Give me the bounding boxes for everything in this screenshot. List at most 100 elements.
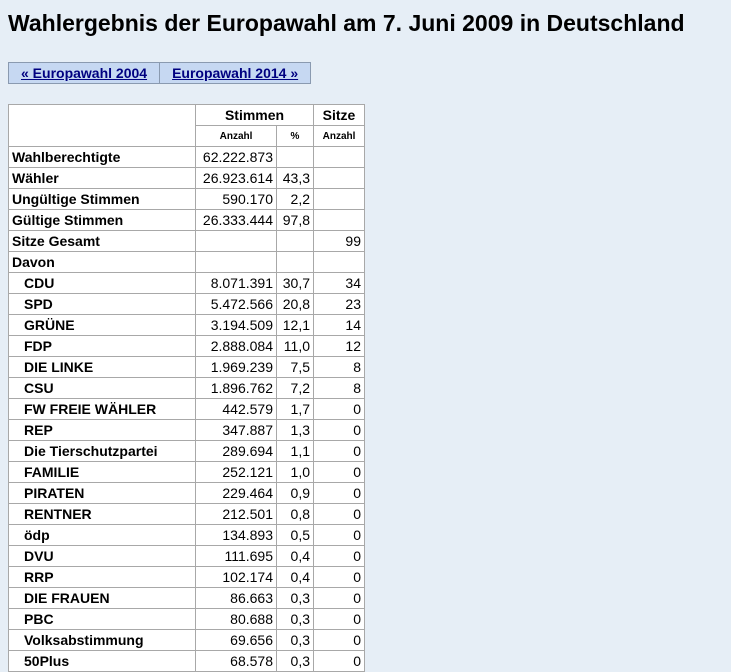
votes-count: 1.896.762: [195, 377, 277, 399]
percent-subheader: %: [276, 125, 314, 147]
party-row: RENTNER 212.501 0,8 0: [8, 503, 365, 525]
votes-count: 26.333.444: [195, 209, 277, 231]
votes-count: 68.578: [195, 650, 277, 672]
row-label: FDP: [8, 335, 196, 357]
seats-count: 0: [313, 440, 365, 462]
party-row: FDP 2.888.084 11,0 12: [8, 335, 365, 357]
votes-count: 252.121: [195, 461, 277, 483]
party-row: CDU 8.071.391 30,7 34: [8, 272, 365, 294]
votes-percent: 1,1: [276, 440, 314, 462]
seats-count: 99: [313, 230, 365, 252]
seats-count: [313, 209, 365, 231]
votes-percent: 20,8: [276, 293, 314, 315]
votes-percent: 2,2: [276, 188, 314, 210]
seats-count: [313, 167, 365, 189]
row-label: Die Tierschutzpartei: [8, 440, 196, 462]
votes-count: 80.688: [195, 608, 277, 630]
label-column-header: [8, 104, 196, 147]
row-label: Wahlberechtigte: [8, 146, 196, 168]
votes-count: 590.170: [195, 188, 277, 210]
party-row: REP 347.887 1,3 0: [8, 419, 365, 441]
summary-row: Davon: [8, 251, 365, 273]
party-row: CSU 1.896.762 7,2 8: [8, 377, 365, 399]
votes-percent: 7,5: [276, 356, 314, 378]
row-label: Davon: [8, 251, 196, 273]
votes-percent: 0,9: [276, 482, 314, 504]
votes-count: 134.893: [195, 524, 277, 546]
votes-count: 289.694: [195, 440, 277, 462]
row-label: FAMILIE: [8, 461, 196, 483]
party-row: ödp 134.893 0,5 0: [8, 524, 365, 546]
seats-count: 0: [313, 503, 365, 525]
seats-count: 0: [313, 566, 365, 588]
row-label: PBC: [8, 608, 196, 630]
votes-count: 69.656: [195, 629, 277, 651]
row-label: CDU: [8, 272, 196, 294]
results-table-header: Stimmen Sitze Anzahl % Anzahl: [8, 104, 365, 147]
votes-count: 1.969.239: [195, 356, 277, 378]
previous-election-link[interactable]: « Europawahl 2004: [21, 65, 148, 81]
seats-count: 14: [313, 314, 365, 336]
row-label: Gültige Stimmen: [8, 209, 196, 231]
votes-count: 26.923.614: [195, 167, 277, 189]
party-row: FAMILIE 252.121 1,0 0: [8, 461, 365, 483]
votes-percent: 0,4: [276, 566, 314, 588]
votes-percent: 11,0: [276, 335, 314, 357]
sitze-column-header: Sitze: [313, 104, 365, 126]
votes-percent: 12,1: [276, 314, 314, 336]
party-row: SPD 5.472.566 20,8 23: [8, 293, 365, 315]
votes-count: [195, 230, 277, 252]
votes-count: 86.663: [195, 587, 277, 609]
party-row: 50Plus 68.578 0,3 0: [8, 650, 365, 672]
seats-count: 0: [313, 650, 365, 672]
votes-count: 5.472.566: [195, 293, 277, 315]
next-election-link[interactable]: Europawahl 2014 »: [159, 63, 310, 83]
votes-percent: 1,0: [276, 461, 314, 483]
party-row: DIE FRAUEN 86.663 0,3 0: [8, 587, 365, 609]
seats-count: 8: [313, 356, 365, 378]
votes-count: 347.887: [195, 419, 277, 441]
votes-count: 62.222.873: [195, 146, 277, 168]
row-label: DIE LINKE: [8, 356, 196, 378]
seats-count: 0: [313, 461, 365, 483]
votes-count: 3.194.509: [195, 314, 277, 336]
votes-percent: 0,3: [276, 629, 314, 651]
party-row: PBC 80.688 0,3 0: [8, 608, 365, 630]
row-label: SPD: [8, 293, 196, 315]
votes-percent: 7,2: [276, 377, 314, 399]
votes-percent: 0,3: [276, 650, 314, 672]
votes-percent: 1,3: [276, 419, 314, 441]
seats-count: 23: [313, 293, 365, 315]
summary-row: Wahlberechtigte 62.222.873: [8, 146, 365, 168]
seats-count: 0: [313, 419, 365, 441]
row-label: ödp: [8, 524, 196, 546]
votes-count: 111.695: [195, 545, 277, 567]
row-label: Wähler: [8, 167, 196, 189]
votes-count: 8.071.391: [195, 272, 277, 294]
seats-count: 0: [313, 608, 365, 630]
votes-count: 229.464: [195, 482, 277, 504]
seats-count: 0: [313, 629, 365, 651]
results-table: Stimmen Sitze Anzahl % Anzahl Wahlberech…: [8, 104, 365, 672]
party-row: FW FREIE WÄHLER 442.579 1,7 0: [8, 398, 365, 420]
party-row: GRÜNE 3.194.509 12,1 14: [8, 314, 365, 336]
row-label: DIE FRAUEN: [8, 587, 196, 609]
seats-count: 34: [313, 272, 365, 294]
seats-count: 12: [313, 335, 365, 357]
row-label: REP: [8, 419, 196, 441]
row-label: Ungültige Stimmen: [8, 188, 196, 210]
row-label: RRP: [8, 566, 196, 588]
summary-row: Gültige Stimmen 26.333.444 97,8: [8, 209, 365, 231]
votes-percent: 97,8: [276, 209, 314, 231]
seats-count: [313, 251, 365, 273]
party-row: RRP 102.174 0,4 0: [8, 566, 365, 588]
row-label: Volksabstimmung: [8, 629, 196, 651]
row-label: CSU: [8, 377, 196, 399]
party-row: DVU 111.695 0,4 0: [8, 545, 365, 567]
summary-rows: Wahlberechtigte 62.222.873 Wähler 26.923.61…: [8, 146, 365, 273]
page-title: Wahlergebnis der Europawahl am 7. Juni 2…: [8, 10, 685, 36]
summary-row: Sitze Gesamt 99: [8, 230, 365, 252]
votes-percent: 0,3: [276, 608, 314, 630]
votes-count: [195, 251, 277, 273]
summary-row: Wähler 26.923.614 43,3: [8, 167, 365, 189]
